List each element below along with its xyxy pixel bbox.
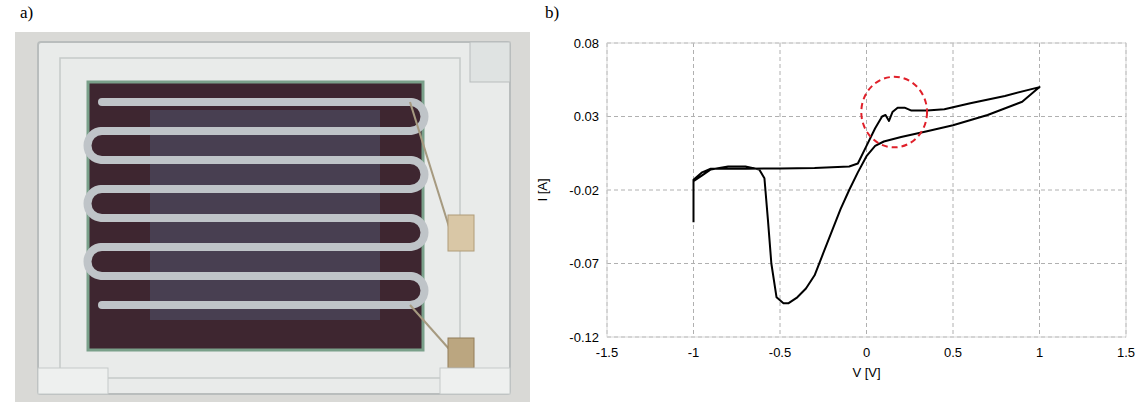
y-tick-label: 0.03 bbox=[574, 109, 599, 124]
x-tick-label: -1 bbox=[688, 345, 700, 360]
plate-foot bbox=[440, 368, 510, 394]
plate-edge bbox=[60, 58, 460, 378]
x-tick-label: 1.5 bbox=[1117, 345, 1135, 360]
plot-frame bbox=[607, 43, 1126, 337]
flow-channel-bend bbox=[88, 189, 103, 218]
figure: a) b) -1.5 -1 -0.5 0 0.5 1 1.5 -0.12 -0.07 -0.02 0.0… bbox=[0, 0, 1148, 405]
flow-channel-bend bbox=[88, 247, 103, 276]
lead bbox=[410, 102, 450, 230]
grid-line bbox=[607, 116, 1126, 117]
x-tick-label: -0.5 bbox=[769, 345, 791, 360]
plate-foot bbox=[38, 368, 108, 394]
flow-channel-bend bbox=[410, 160, 425, 189]
flow-channel bbox=[102, 243, 410, 251]
connector-tab bbox=[448, 215, 474, 251]
x-tick-label: 0 bbox=[863, 345, 870, 360]
flow-channel bbox=[102, 301, 410, 309]
flow-channel bbox=[102, 156, 410, 164]
electrode bbox=[88, 82, 423, 350]
highlight-circle bbox=[861, 77, 927, 148]
data-group bbox=[694, 77, 1040, 303]
lead bbox=[410, 305, 450, 350]
flow-channel-bend bbox=[88, 131, 103, 160]
acrylic-plate bbox=[38, 42, 510, 394]
flow-channel-bend bbox=[410, 218, 425, 247]
x-tick-label: -1.5 bbox=[596, 345, 618, 360]
grid-line bbox=[607, 263, 1126, 264]
y-axis-title: I [A] bbox=[535, 178, 550, 201]
y-tick-label: -0.12 bbox=[569, 330, 599, 345]
y-tick-label: -0.02 bbox=[569, 183, 599, 198]
y-tick-label: 0.08 bbox=[574, 36, 599, 51]
panel-label: a) bbox=[20, 3, 33, 22]
panel-label: b) bbox=[545, 3, 559, 22]
grid-line bbox=[780, 43, 781, 337]
plate-corner bbox=[470, 42, 510, 82]
grid bbox=[607, 43, 1126, 337]
flow-channel bbox=[102, 98, 410, 106]
cv-curve bbox=[694, 87, 1040, 303]
flow-channel-bend bbox=[410, 276, 425, 305]
flow-channel bbox=[102, 214, 410, 222]
connector-tab bbox=[448, 338, 474, 368]
x-tick-label: 0.5 bbox=[944, 345, 962, 360]
x-tick-label: 1 bbox=[1036, 345, 1043, 360]
flow-channel bbox=[102, 127, 410, 135]
photo bbox=[15, 32, 530, 402]
x-axis-title: V [V] bbox=[852, 365, 880, 380]
grid-line bbox=[607, 190, 1126, 191]
photo-background bbox=[15, 32, 530, 402]
flow-channel bbox=[102, 272, 410, 280]
y-tick-label: -0.07 bbox=[569, 256, 599, 271]
flow-channel bbox=[102, 185, 410, 193]
